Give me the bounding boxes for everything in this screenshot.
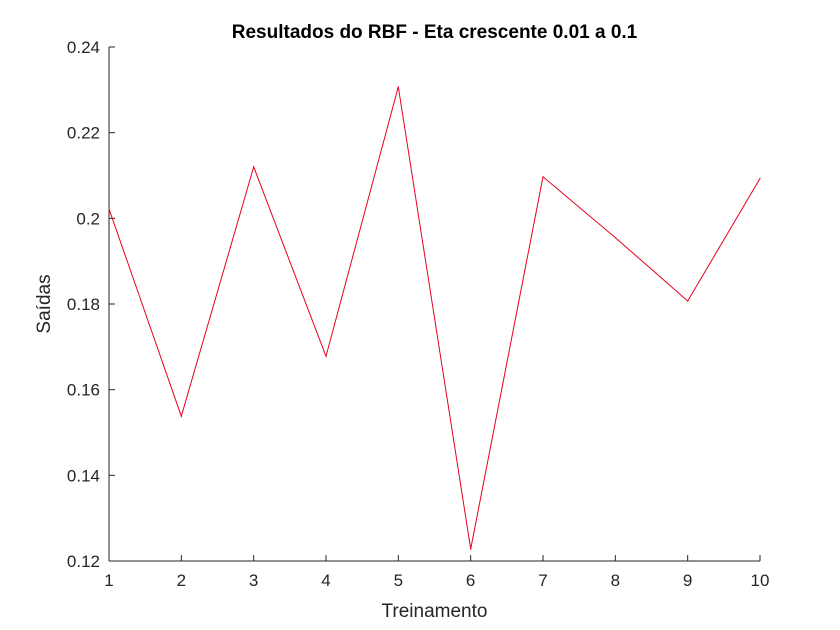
data-point	[181, 416, 182, 417]
data-point	[398, 86, 399, 87]
x-tick-label: 6	[466, 571, 475, 590]
data-point	[759, 178, 760, 179]
y-tick-label: 0.22	[67, 124, 100, 143]
x-tick-label: 1	[104, 571, 113, 590]
data-point	[687, 300, 688, 301]
x-tick-label: 9	[683, 571, 692, 590]
x-tick-label: 4	[321, 571, 330, 590]
x-tick-label: 2	[177, 571, 186, 590]
chart-title: Resultados do RBF - Eta crescente 0.01 a…	[232, 22, 638, 43]
data-point	[325, 356, 326, 357]
y-tick-label: 0.18	[67, 295, 100, 314]
plot-area: 1 2 3 4 5 6 7 8 9 10 0.12 0.14 0.16 0.18 0.2 0.22 0.24	[67, 38, 770, 590]
y-axis-title: Saídas	[34, 274, 55, 333]
data-point	[615, 237, 616, 238]
data-point	[470, 548, 471, 549]
y-tick-label: 0.2	[76, 209, 100, 228]
x-tick-label: 8	[611, 571, 620, 590]
series-line-0	[109, 87, 760, 549]
x-tick-label: 7	[538, 571, 547, 590]
y-tick-label: 0.24	[67, 38, 100, 57]
x-tick-label: 3	[249, 571, 258, 590]
y-tick-label: 0.12	[67, 552, 100, 571]
y-tick-label: 0.14	[67, 466, 100, 485]
x-tick-label: 10	[751, 571, 770, 590]
data-point	[108, 208, 109, 209]
data-point	[542, 176, 543, 177]
x-tick-label: 5	[394, 571, 403, 590]
x-axis-title: Treinamento	[382, 601, 488, 622]
data-point	[253, 166, 254, 167]
y-tick-label: 0.16	[67, 381, 100, 400]
